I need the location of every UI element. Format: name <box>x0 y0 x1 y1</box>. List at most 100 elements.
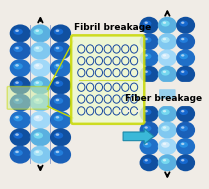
Ellipse shape <box>35 64 39 67</box>
Ellipse shape <box>140 122 159 139</box>
Ellipse shape <box>50 146 71 164</box>
Ellipse shape <box>13 46 23 52</box>
Ellipse shape <box>54 98 63 104</box>
Ellipse shape <box>181 110 184 112</box>
Ellipse shape <box>15 133 19 136</box>
Ellipse shape <box>140 138 159 155</box>
Ellipse shape <box>34 46 43 52</box>
Ellipse shape <box>34 80 43 87</box>
Ellipse shape <box>56 133 59 136</box>
Ellipse shape <box>35 133 39 136</box>
Ellipse shape <box>54 63 63 69</box>
Ellipse shape <box>34 98 43 104</box>
Ellipse shape <box>180 109 188 115</box>
Ellipse shape <box>15 64 19 67</box>
Ellipse shape <box>10 146 31 164</box>
Ellipse shape <box>181 22 184 24</box>
Ellipse shape <box>50 128 71 146</box>
Ellipse shape <box>34 29 43 35</box>
Ellipse shape <box>176 50 195 67</box>
Ellipse shape <box>163 70 166 73</box>
Ellipse shape <box>13 132 23 139</box>
Ellipse shape <box>140 154 159 171</box>
Ellipse shape <box>145 70 148 73</box>
Ellipse shape <box>161 21 170 26</box>
Ellipse shape <box>50 42 71 60</box>
Ellipse shape <box>140 50 159 67</box>
Ellipse shape <box>145 143 148 145</box>
Ellipse shape <box>181 159 184 161</box>
Ellipse shape <box>163 54 166 57</box>
Text: Fibril breakage: Fibril breakage <box>74 22 151 32</box>
Ellipse shape <box>143 158 152 164</box>
Ellipse shape <box>161 125 170 131</box>
Ellipse shape <box>180 142 188 148</box>
FancyBboxPatch shape <box>159 89 176 99</box>
Ellipse shape <box>158 50 177 67</box>
Ellipse shape <box>180 53 188 59</box>
Ellipse shape <box>180 158 188 164</box>
Ellipse shape <box>50 59 71 77</box>
Ellipse shape <box>176 138 195 155</box>
Ellipse shape <box>10 111 31 129</box>
Ellipse shape <box>15 81 19 84</box>
Ellipse shape <box>54 132 63 139</box>
Ellipse shape <box>161 142 170 148</box>
Ellipse shape <box>163 159 166 161</box>
Ellipse shape <box>140 105 159 122</box>
Ellipse shape <box>35 151 39 153</box>
Ellipse shape <box>30 59 51 77</box>
Ellipse shape <box>176 66 195 83</box>
Ellipse shape <box>30 146 51 164</box>
Ellipse shape <box>143 142 152 148</box>
Ellipse shape <box>15 151 19 153</box>
Ellipse shape <box>143 125 152 131</box>
Ellipse shape <box>35 29 39 32</box>
Ellipse shape <box>158 154 177 171</box>
Ellipse shape <box>35 47 39 49</box>
Ellipse shape <box>163 110 166 112</box>
Ellipse shape <box>181 126 184 129</box>
Ellipse shape <box>145 126 148 129</box>
Ellipse shape <box>145 38 148 40</box>
Ellipse shape <box>13 115 23 121</box>
Ellipse shape <box>13 29 23 35</box>
Ellipse shape <box>56 29 59 32</box>
Ellipse shape <box>13 63 23 69</box>
Ellipse shape <box>56 47 59 49</box>
Ellipse shape <box>54 150 63 156</box>
Ellipse shape <box>15 99 19 101</box>
Ellipse shape <box>180 21 188 26</box>
Ellipse shape <box>54 46 63 52</box>
Ellipse shape <box>30 94 51 112</box>
Ellipse shape <box>158 66 177 83</box>
Ellipse shape <box>161 53 170 59</box>
Ellipse shape <box>54 29 63 35</box>
Ellipse shape <box>143 109 152 115</box>
Ellipse shape <box>158 122 177 139</box>
Ellipse shape <box>13 98 23 104</box>
FancyBboxPatch shape <box>7 87 48 109</box>
Ellipse shape <box>10 59 31 77</box>
Ellipse shape <box>145 159 148 161</box>
Ellipse shape <box>10 76 31 94</box>
Ellipse shape <box>35 99 39 101</box>
Ellipse shape <box>54 115 63 121</box>
Ellipse shape <box>163 22 166 24</box>
Ellipse shape <box>143 21 152 26</box>
Ellipse shape <box>56 81 59 84</box>
Ellipse shape <box>140 33 159 50</box>
Ellipse shape <box>15 29 19 32</box>
FancyArrow shape <box>123 129 154 144</box>
Ellipse shape <box>181 54 184 57</box>
Ellipse shape <box>161 158 170 164</box>
Ellipse shape <box>50 76 71 94</box>
Ellipse shape <box>161 109 170 115</box>
FancyBboxPatch shape <box>71 35 144 124</box>
Ellipse shape <box>163 38 166 40</box>
Ellipse shape <box>50 111 71 129</box>
Ellipse shape <box>10 42 31 60</box>
Ellipse shape <box>10 24 31 43</box>
Ellipse shape <box>140 17 159 34</box>
Ellipse shape <box>34 132 43 139</box>
